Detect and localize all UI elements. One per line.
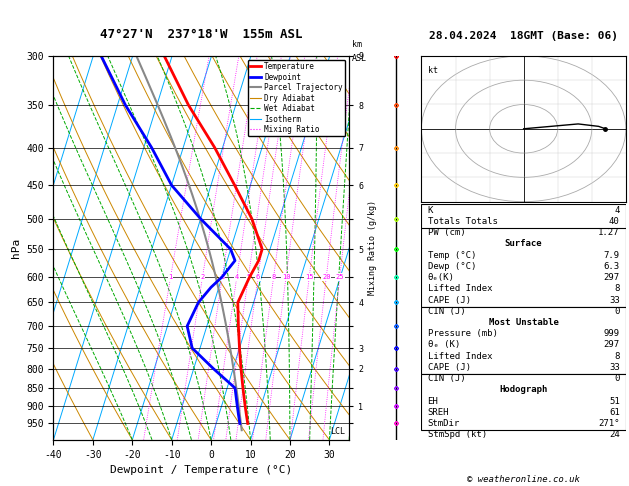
Text: EH: EH — [428, 397, 438, 406]
Text: 6.3: 6.3 — [604, 262, 620, 271]
Bar — [421, 307, 626, 374]
Text: PW (cm): PW (cm) — [428, 228, 465, 237]
Text: 7.9: 7.9 — [604, 251, 620, 260]
Text: 0: 0 — [615, 307, 620, 316]
Text: 24: 24 — [609, 430, 620, 439]
Text: 25: 25 — [335, 274, 344, 280]
Text: LCL: LCL — [330, 427, 345, 436]
Text: θₑ(K): θₑ(K) — [428, 273, 454, 282]
Text: Surface: Surface — [505, 240, 542, 248]
Text: 271°: 271° — [598, 419, 620, 428]
Text: ASL: ASL — [352, 54, 367, 64]
Text: Hodograph: Hodograph — [499, 385, 548, 395]
Text: 8: 8 — [615, 352, 620, 361]
Text: 1: 1 — [169, 274, 173, 280]
Text: Lifted Index: Lifted Index — [428, 284, 492, 294]
Text: 28.04.2024  18GMT (Base: 06): 28.04.2024 18GMT (Base: 06) — [429, 31, 618, 41]
Text: kt: kt — [428, 66, 438, 75]
Text: 47°27'N  237°18'W  155m ASL: 47°27'N 237°18'W 155m ASL — [100, 28, 303, 41]
Text: km: km — [352, 39, 362, 49]
Legend: Temperature, Dewpoint, Parcel Trajectory, Dry Adiabat, Wet Adiabat, Isotherm, Mi: Temperature, Dewpoint, Parcel Trajectory… — [248, 60, 345, 137]
Text: Totals Totals: Totals Totals — [428, 217, 498, 226]
Text: Mixing Ratio (g/kg): Mixing Ratio (g/kg) — [368, 200, 377, 295]
Text: 999: 999 — [604, 330, 620, 338]
Text: K: K — [428, 206, 433, 215]
Text: Dewp (°C): Dewp (°C) — [428, 262, 476, 271]
Text: CAPE (J): CAPE (J) — [428, 363, 470, 372]
Text: 8: 8 — [272, 274, 276, 280]
Text: 40: 40 — [609, 217, 620, 226]
Text: CIN (J): CIN (J) — [428, 307, 465, 316]
Text: 1.27: 1.27 — [598, 228, 620, 237]
Text: 3: 3 — [220, 274, 225, 280]
Text: Pressure (mb): Pressure (mb) — [428, 330, 498, 338]
Text: 6: 6 — [256, 274, 260, 280]
Text: Temp (°C): Temp (°C) — [428, 251, 476, 260]
Text: SREH: SREH — [428, 408, 449, 417]
Text: Most Unstable: Most Unstable — [489, 318, 559, 327]
Text: 297: 297 — [604, 273, 620, 282]
Text: © weatheronline.co.uk: © weatheronline.co.uk — [467, 474, 580, 484]
Bar — [421, 374, 626, 430]
Bar — [421, 204, 626, 238]
Text: CAPE (J): CAPE (J) — [428, 295, 470, 305]
Text: 0: 0 — [615, 374, 620, 383]
Text: 15: 15 — [305, 274, 313, 280]
Text: StmSpd (kt): StmSpd (kt) — [428, 430, 487, 439]
Text: 51: 51 — [609, 397, 620, 406]
Text: 297: 297 — [604, 341, 620, 349]
Y-axis label: hPa: hPa — [11, 238, 21, 258]
Text: 33: 33 — [609, 363, 620, 372]
Bar — [421, 228, 626, 307]
Text: 33: 33 — [609, 295, 620, 305]
Text: 20: 20 — [322, 274, 331, 280]
Text: θₑ (K): θₑ (K) — [428, 341, 460, 349]
Text: 8: 8 — [615, 284, 620, 294]
Text: 4: 4 — [235, 274, 239, 280]
Text: 61: 61 — [609, 408, 620, 417]
Text: Lifted Index: Lifted Index — [428, 352, 492, 361]
Text: 2: 2 — [201, 274, 204, 280]
Text: 10: 10 — [282, 274, 290, 280]
X-axis label: Dewpoint / Temperature (°C): Dewpoint / Temperature (°C) — [110, 465, 292, 475]
Text: 4: 4 — [615, 206, 620, 215]
Text: CIN (J): CIN (J) — [428, 374, 465, 383]
Text: StmDir: StmDir — [428, 419, 460, 428]
Text: 5: 5 — [246, 274, 250, 280]
